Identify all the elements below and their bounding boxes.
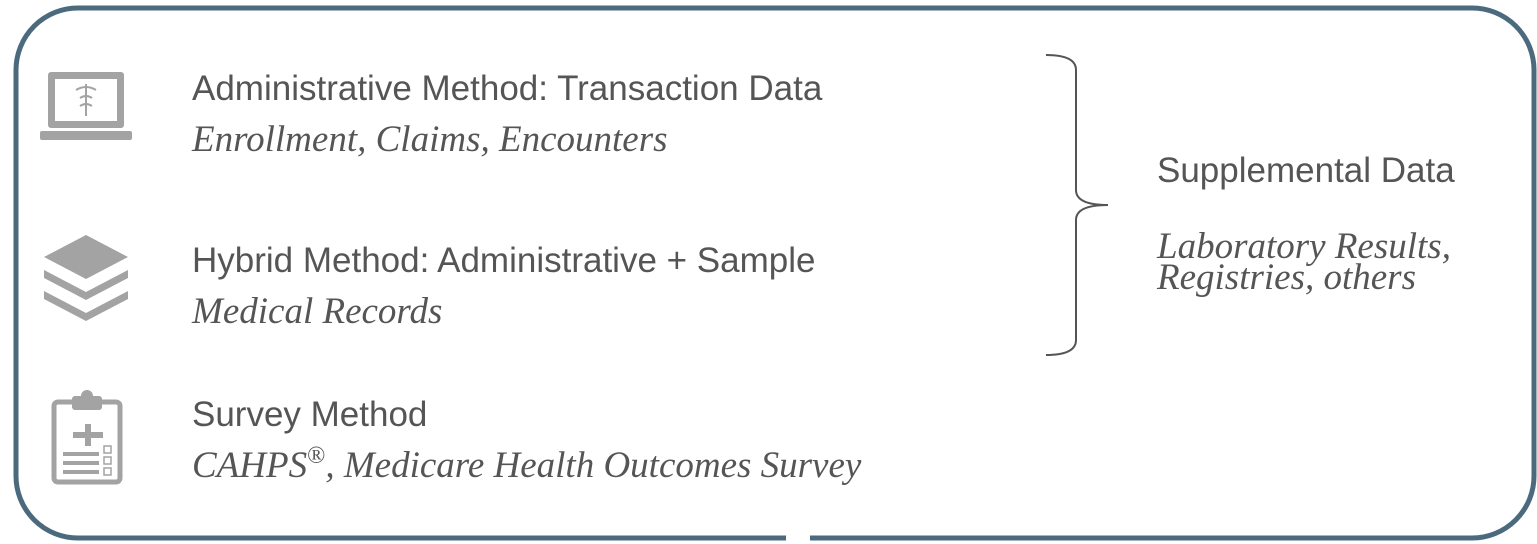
laptop-icon [40,72,132,140]
supplemental-line: Registries, others [1156,257,1416,298]
clipboard-icon [51,390,123,485]
item-subtitle: Medical Records [191,291,442,332]
registered-mark: ® [307,443,325,469]
supplemental-title: Supplemental Data [1157,151,1455,190]
frame [13,5,1537,541]
item-subtitle: CAHPS®, Medicare Health Outcomes Survey [192,443,862,486]
subtitle-part: , Medicare Health Outcomes Survey [325,445,862,486]
item-title: Survey Method [192,395,427,434]
item-subtitle: Enrollment, Claims, Encounters [191,119,668,160]
frame-gap [786,530,810,544]
supplemental-line: Laboratory Results, [1156,226,1451,267]
item-title: Administrative Method: Transaction Data [192,69,823,108]
subtitle-part: CAHPS [192,445,307,486]
layers-icon [44,235,128,321]
item-title: Hybrid Method: Administrative + Sample [192,241,815,280]
brace [1045,54,1109,356]
